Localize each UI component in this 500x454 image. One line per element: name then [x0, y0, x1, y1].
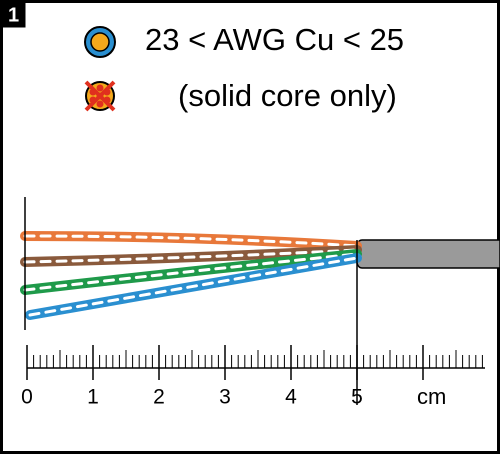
ruler-label: 2	[153, 386, 165, 409]
badge-box	[1, 1, 26, 28]
stranded-crossed-icon	[84, 80, 116, 112]
cable-jacket	[355, 239, 500, 269]
badge: 1	[8, 4, 19, 26]
awg-icon	[84, 26, 116, 58]
ruler: 0 1 2 3 4 5	[21, 345, 485, 409]
spec-line2: (solid core only)	[178, 78, 397, 113]
wire-pairs	[20, 231, 362, 320]
ruler-label: 1	[87, 386, 99, 409]
ruler-label: 5	[351, 386, 363, 409]
ruler-label: 4	[285, 386, 297, 409]
ruler-unit: cm	[417, 384, 446, 409]
spec-line1: 23 < AWG Cu < 25	[145, 22, 404, 57]
ruler-label: 3	[219, 386, 231, 409]
ruler-label: 0	[21, 386, 33, 409]
